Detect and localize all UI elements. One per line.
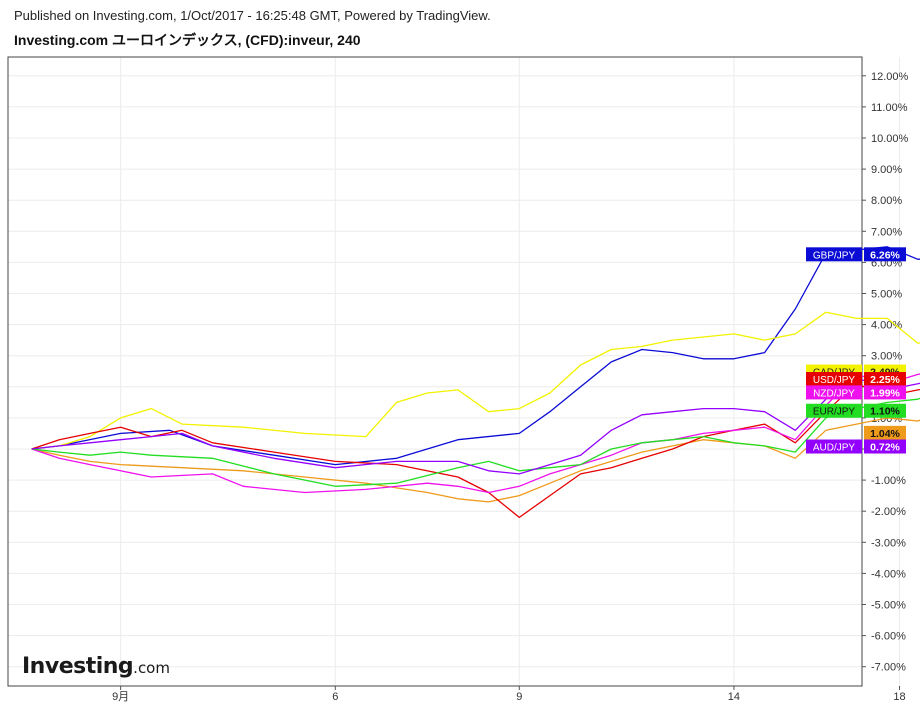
y-tick-label: 12.00% (871, 71, 909, 83)
series-line-gbpjpy (31, 246, 920, 466)
logo-suffix: .com (133, 659, 170, 677)
pair-label: EUR/JPY (813, 407, 856, 418)
series-line-eurjpy (31, 397, 920, 487)
value-label: 6.26% (870, 249, 900, 261)
price-tag-gbpjpy: GBP/JPY 6.26% (806, 247, 906, 262)
series-line-nzdjpy (31, 373, 920, 494)
grid (8, 57, 901, 686)
series-line-usdjpy (31, 383, 920, 519)
x-tick-label: 6 (332, 691, 338, 703)
price-tag-nzdjpy: NZD/JPY 1.99% (806, 385, 906, 400)
y-tick-label: -7.00% (871, 662, 906, 674)
x-tick-label: 14 (728, 691, 740, 703)
price-tag-unnamed: 1.04% (864, 425, 906, 440)
y-tick-label: 11.00% (871, 102, 908, 114)
y-tick-label: 4.00% (871, 320, 902, 332)
value-label-bg (864, 372, 906, 387)
value-label-bg (864, 247, 906, 262)
y-tick-label: 3.00% (871, 351, 902, 363)
y-tick-label: 5.00% (871, 289, 902, 301)
price-tag-usdjpy: USD/JPY 2.25% (806, 372, 906, 387)
x-tick-label: 9 (516, 691, 522, 703)
price-tag-eurjpy: EUR/JPY 1.10% (806, 403, 906, 418)
value-label-bg (864, 439, 906, 454)
value-label: 2.25% (870, 374, 900, 386)
value-label-bg (864, 385, 906, 400)
series-line-audjpy (31, 376, 920, 475)
x-axis: 9月6914182125283 (112, 686, 906, 703)
price-tags: GBP/JPY6.26%CAD/JPY2.49%USD/JPY2.25%NZD/… (806, 247, 906, 454)
pair-label: NZD/JPY (813, 388, 855, 399)
y-tick-label: 8.00% (871, 195, 902, 207)
investing-logo: Investing.com (22, 654, 170, 679)
published-note: Published on Investing.com, 1/Oct/2017 -… (14, 8, 491, 23)
pair-label-bg (806, 385, 862, 400)
y-tick-label: -2.00% (871, 506, 906, 518)
y-tick-label: 10.00% (871, 133, 909, 145)
x-tick-label: 9月 (112, 691, 129, 703)
value-label: 1.10% (870, 406, 900, 418)
series-line-cadjpy (31, 311, 920, 450)
pair-label-bg (806, 403, 862, 418)
y-tick-label: -3.00% (871, 537, 906, 549)
pair-label: AUD/JPY (813, 443, 856, 454)
y-tick-label: -6.00% (871, 631, 906, 643)
logo-main: Investing (22, 654, 134, 679)
value-label: 0.72% (870, 442, 900, 454)
y-tick-label: -1.00% (871, 475, 906, 487)
pair-label-bg (806, 439, 862, 454)
value-label-bg (864, 403, 906, 418)
pair-label: USD/JPY (813, 375, 856, 386)
x-tick-label: 18 (893, 691, 905, 703)
series-lines (31, 246, 920, 519)
value-label-bg (864, 425, 906, 440)
chart-title: Investing.com ユーロインデックス, (CFD):inveur, 2… (14, 32, 361, 48)
pair-label-bg (806, 372, 862, 387)
pair-label-bg (806, 247, 862, 262)
y-tick-label: 9.00% (871, 164, 902, 176)
y-tick-label: -4.00% (871, 568, 906, 580)
y-axis: 12.00%11.00%10.00%9.00%8.00%7.00%6.00%5.… (862, 71, 909, 674)
y-tick-label: -5.00% (871, 600, 906, 612)
value-label: 1.04% (870, 428, 900, 440)
value-label: 1.99% (870, 387, 900, 399)
y-tick-label: 7.00% (871, 226, 902, 238)
price-tag-audjpy: AUD/JPY 0.72% (806, 439, 906, 454)
pair-label: GBP/JPY (813, 250, 856, 261)
